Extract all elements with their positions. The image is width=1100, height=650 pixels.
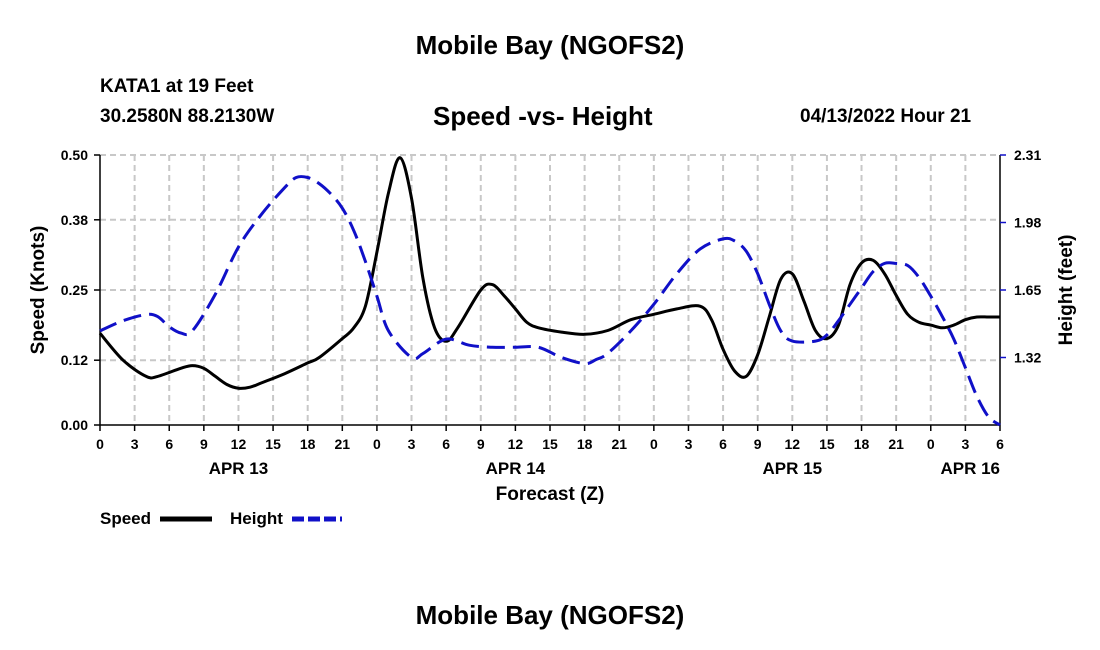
x-tick-label: 12 [231, 436, 247, 452]
y-left-axis-title: Speed (Knots) [28, 226, 49, 355]
legend-label-speed: Speed [100, 509, 151, 528]
x-tick-label: 9 [754, 436, 762, 452]
legend: Speed Height [100, 509, 342, 528]
legend-label-height: Height [230, 509, 283, 528]
day-label: APR 16 [940, 459, 1000, 478]
day-label: APR 13 [209, 459, 269, 478]
x-tick-label: 21 [888, 436, 904, 452]
y-right-tick-label: 1.65 [1014, 282, 1041, 298]
day-label: APR 15 [763, 459, 823, 478]
x-tick-label: 0 [650, 436, 658, 452]
x-tick-label: 9 [477, 436, 485, 452]
y-right-tick-label: 1.32 [1014, 350, 1041, 366]
y-left-tick-label: 0.50 [61, 147, 88, 163]
y-left-tick-label: 0.12 [61, 352, 88, 368]
x-tick-label: 0 [927, 436, 935, 452]
x-tick-label: 3 [685, 436, 693, 452]
x-tick-label: 15 [542, 436, 558, 452]
y-left-tick-label: 0.38 [61, 212, 88, 228]
y-right-tick-label: 2.31 [1014, 147, 1041, 163]
x-tick-label: 9 [200, 436, 208, 452]
y-right-tick-label: 1.98 [1014, 215, 1041, 231]
y-left-tick-label: 0.25 [61, 282, 88, 298]
x-tick-label: 18 [854, 436, 870, 452]
footer-title: Mobile Bay (NGOFS2) [0, 600, 1100, 631]
x-tick-label: 6 [442, 436, 450, 452]
speed-height-chart: 0.00 0.12 0.25 0.38 0.50 1.32 1.65 1.98 2.31 0 3 6 9… [0, 0, 1100, 650]
x-tick-label: 12 [785, 436, 801, 452]
x-tick-label: 18 [577, 436, 593, 452]
speed-series-line [100, 158, 1000, 389]
x-tick-label: 0 [96, 436, 104, 452]
x-tick-label: 3 [131, 436, 139, 452]
x-tick-label: 15 [819, 436, 835, 452]
x-tick-label: 3 [961, 436, 969, 452]
y-left-tick-label: 0.00 [61, 417, 88, 433]
x-tick-label: 21 [335, 436, 351, 452]
x-axis-title: Forecast (Z) [496, 484, 605, 505]
x-tick-label: 6 [719, 436, 727, 452]
x-tick-label: 15 [265, 436, 281, 452]
x-tick-label: 0 [373, 436, 381, 452]
x-tick-label: 12 [508, 436, 524, 452]
x-tick-label: 21 [611, 436, 627, 452]
x-tick-label: 6 [996, 436, 1004, 452]
day-label: APR 14 [486, 459, 546, 478]
x-tick-label: 3 [408, 436, 416, 452]
y-right-axis-title: Height (feet) [1056, 235, 1077, 346]
axes: 0.00 0.12 0.25 0.38 0.50 1.32 1.65 1.98 2.31 0 3 6 9… [28, 147, 1077, 505]
x-tick-label: 18 [300, 436, 316, 452]
grid [100, 155, 1000, 425]
x-tick-label: 6 [165, 436, 173, 452]
